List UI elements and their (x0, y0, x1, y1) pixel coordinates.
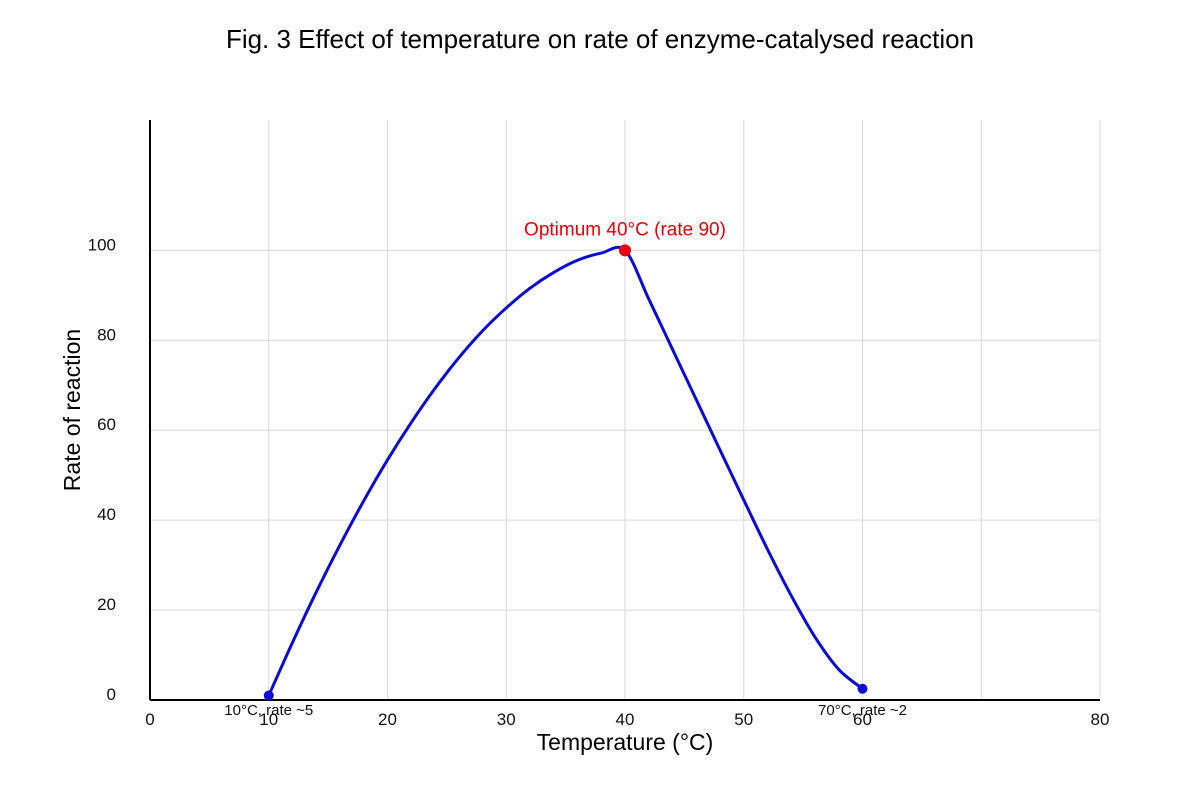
x-tick-label: 80 (1091, 710, 1110, 729)
annotations-layer: Optimum 40°C (rate 90) 10°C, rate ~5 70°C,… (224, 219, 907, 719)
y-tick-label: 100 (88, 235, 116, 254)
x-tick-label: 50 (734, 710, 753, 729)
markers-layer (263, 244, 868, 701)
y-tick-label: 40 (97, 505, 116, 524)
optimum-point (619, 244, 631, 257)
x-tick-label: 30 (497, 710, 516, 729)
point-annotation: 10°C, rate ~5 (224, 702, 313, 719)
point-annotation: 70°C, rate ~2 (818, 702, 907, 719)
y-axis-title: Rate of reaction (59, 329, 85, 491)
series-layer (267, 245, 864, 697)
data-point (263, 690, 274, 701)
y-tick-label: 80 (97, 325, 116, 344)
x-tick-label: 10 (259, 710, 278, 729)
x-tick-label: 0 (145, 710, 154, 729)
chart-title: Fig. 3 Effect of temperature on rate of … (225, 24, 975, 54)
series-line (267, 245, 864, 697)
x-tick-label: 20 (378, 710, 397, 729)
data-point (857, 683, 868, 694)
x-tick-label: 40 (616, 710, 635, 729)
grid-lines (150, 120, 1101, 700)
x-axis-title: Temperature (°C) (537, 729, 714, 755)
optimum-annotation: Optimum 40°C (rate 90) (524, 219, 726, 240)
axes (149, 120, 1100, 701)
y-tick-label: 60 (97, 415, 116, 434)
x-tick-label: 60 (853, 710, 872, 729)
y-tick-label: 0 (107, 685, 116, 704)
tick-labels: 0 10 20 30 40 50 60 80 0 20 40 60 80 100 (88, 235, 1110, 729)
y-tick-label: 20 (97, 595, 116, 614)
